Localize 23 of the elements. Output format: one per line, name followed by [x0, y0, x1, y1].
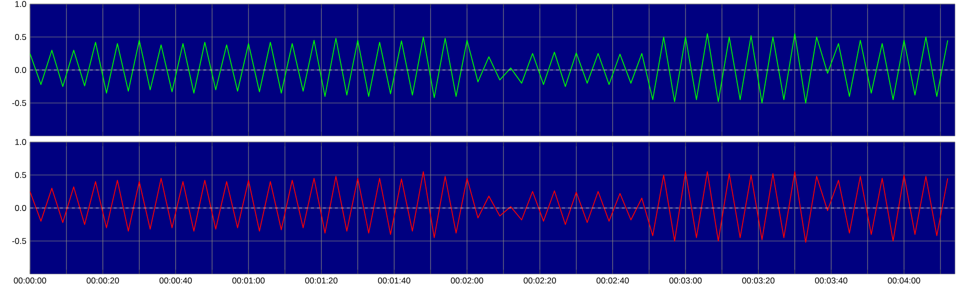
- x-tick-label: 00:03:00: [669, 278, 702, 284]
- y-tick-label: 1.0: [15, 139, 26, 145]
- x-tick-label: 00:01:40: [378, 278, 410, 284]
- y-tick-label: 1.0: [15, 1, 26, 7]
- x-tick-label: 00:01:20: [305, 278, 338, 284]
- x-tick-label: 00:00:20: [86, 278, 119, 284]
- x-tick-label: 00:02:00: [450, 278, 484, 284]
- y-tick-label: -0.5: [12, 238, 26, 244]
- y-tick-label: 0.5: [15, 172, 26, 178]
- x-tick-label: 00:02:20: [524, 278, 556, 284]
- x-tick-label: 00:03:40: [815, 278, 848, 284]
- line-series: [30, 171, 948, 243]
- x-tick-label: 00:01:00: [232, 278, 265, 284]
- y-tick-label: -0.5: [12, 100, 26, 106]
- x-tick-label: 00:03:20: [742, 278, 774, 284]
- x-tick-label: 00:00:40: [160, 278, 192, 284]
- x-tick-label: 00:00:00: [14, 278, 46, 284]
- x-tick-label: 00:02:40: [596, 278, 629, 284]
- line-series: [30, 33, 948, 104]
- y-tick-label: 0.5: [15, 34, 26, 40]
- y-tick-label: 0.0: [15, 67, 26, 73]
- y-tick-label: 0.0: [15, 205, 26, 211]
- x-tick-label: 00:04:00: [888, 278, 920, 284]
